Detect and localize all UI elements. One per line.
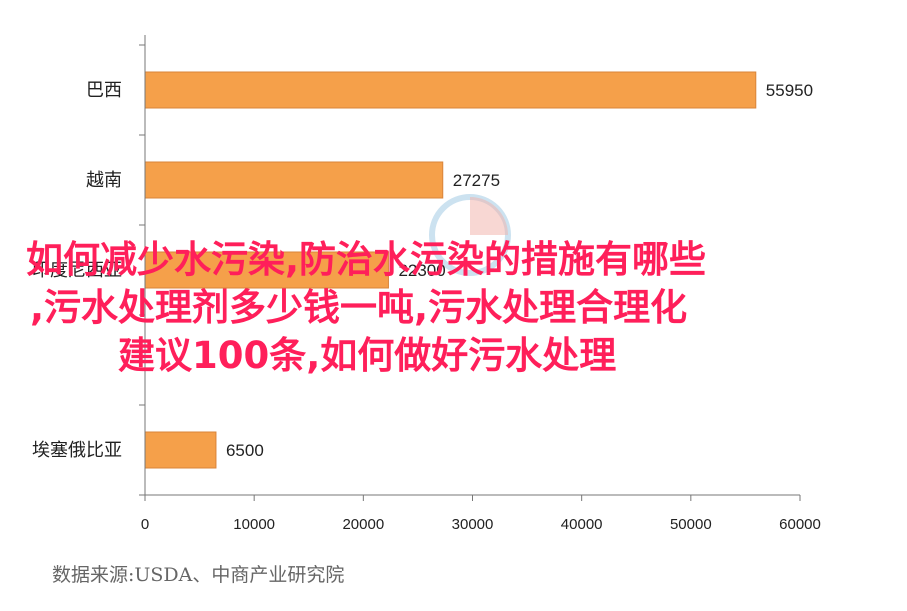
category-label: 埃塞俄比亚 — [32, 440, 122, 461]
category-label: 印度尼西亚 — [32, 260, 122, 281]
bar-value-label: 27275 — [453, 171, 500, 190]
bar-value-label: 6500 — [226, 441, 264, 460]
bar — [144, 431, 217, 469]
bar — [144, 251, 389, 289]
watermark-logo — [429, 194, 511, 276]
x-tick-label: 0 — [141, 516, 149, 533]
x-tick-label: 60000 — [779, 516, 821, 533]
value-labels-group: 55950 27275 22300 6500 — [226, 81, 813, 460]
axes-group: 0 10000 20000 30000 40000 50000 60000 — [139, 35, 821, 533]
watermark-segment — [470, 197, 508, 235]
x-tick-label: 40000 — [561, 516, 603, 533]
x-tick-label: 50000 — [670, 516, 712, 533]
x-tick-label: 20000 — [342, 516, 384, 533]
bar — [144, 161, 444, 199]
bar-value-label: 55950 — [766, 81, 813, 100]
bars-group — [144, 71, 757, 469]
category-label: 巴西 — [86, 80, 122, 101]
x-tick-label: 30000 — [452, 516, 494, 533]
bar — [144, 71, 757, 109]
source-note: 数据来源:USDA、中商产业研究院 — [52, 564, 345, 586]
bar-value-label: 22300 — [398, 261, 445, 280]
category-label: 越南 — [86, 170, 122, 191]
x-tick-label: 10000 — [233, 516, 275, 533]
